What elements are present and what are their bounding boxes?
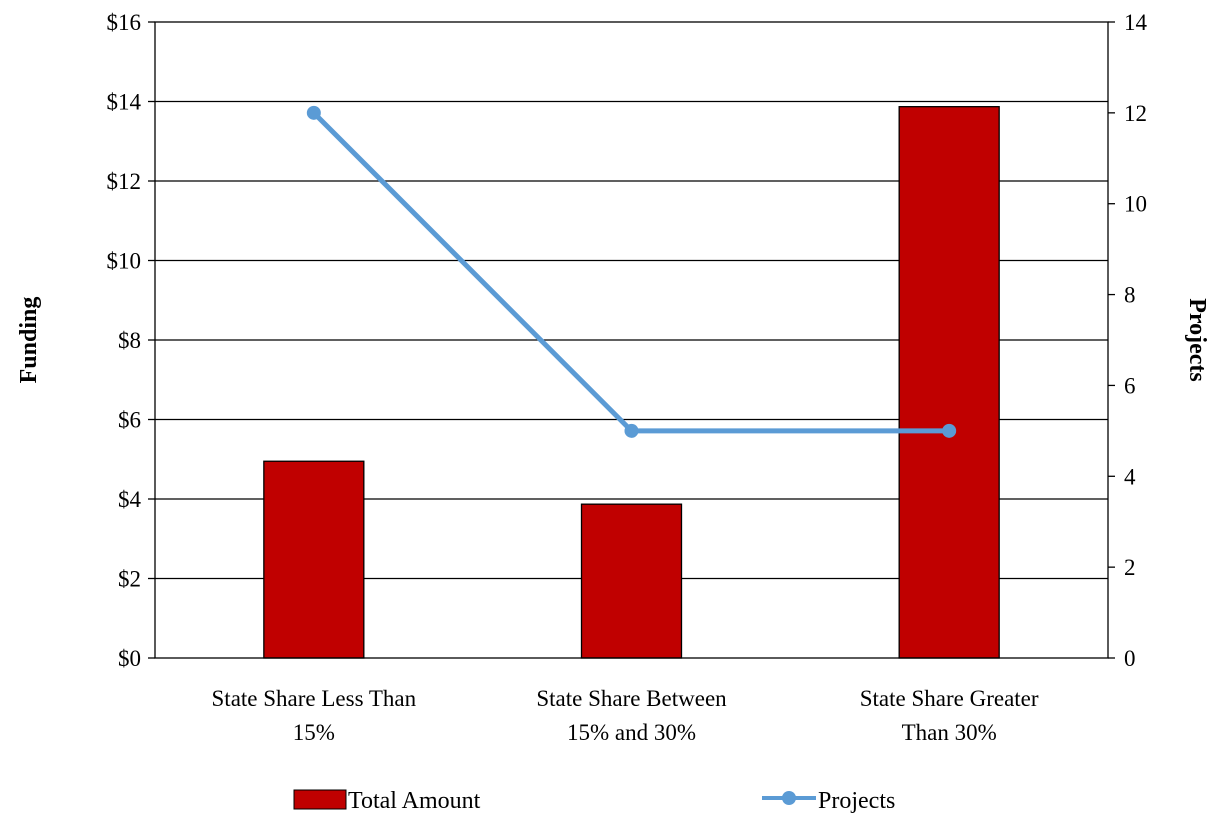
legend-label-total-amount: Total Amount [348, 788, 481, 814]
legend-swatch-projects-marker [782, 791, 796, 805]
projects-line [312, 111, 950, 434]
projects-point [306, 105, 321, 120]
left-tick-label: $16 [107, 10, 142, 35]
legend-item-total-amount: Total Amount [293, 788, 481, 814]
projects-point [624, 423, 639, 438]
left-axis-ticks: $0 $2 $4 $6 $8 $10 $12 $14 $16 [107, 10, 155, 671]
projects-point [942, 423, 957, 438]
x-axis-labels: State Share Less Than 15% State Share Betw… [212, 686, 1039, 745]
legend-item-projects: Projects [762, 788, 895, 814]
left-tick-label: $4 [118, 487, 142, 512]
left-tick-label: $12 [107, 169, 142, 194]
left-tick-label: $6 [118, 408, 141, 433]
right-tick-label: 2 [1124, 555, 1136, 580]
x-category-label: State Share Between 15% and 30% [536, 686, 727, 745]
right-tick-label: 12 [1124, 101, 1147, 126]
left-tick-label: $10 [107, 249, 142, 274]
legend: Total Amount Projects [293, 788, 895, 814]
bar-series-total-amount [263, 106, 1000, 659]
x-category-label: State Share Less Than 15% [212, 686, 417, 745]
line-series-projects [306, 105, 957, 438]
left-tick-label: $8 [118, 328, 141, 353]
right-tick-label: 6 [1124, 373, 1136, 398]
left-tick-label: $14 [107, 90, 142, 115]
right-axis-title: Projects [1184, 298, 1210, 382]
right-tick-label: 14 [1124, 10, 1148, 35]
x-category-label: State Share Greater Than 30% [860, 686, 1039, 745]
legend-label-projects: Projects [818, 788, 895, 814]
left-axis-title: Funding [16, 297, 42, 384]
bar-total-amount [580, 503, 683, 659]
right-tick-label: 0 [1124, 646, 1136, 671]
right-tick-label: 8 [1124, 283, 1136, 308]
bar-total-amount [898, 106, 1000, 659]
left-tick-label: $0 [118, 646, 141, 671]
left-tick-label: $2 [118, 567, 141, 592]
right-tick-label: 10 [1124, 192, 1147, 217]
bar-total-amount [263, 460, 365, 659]
legend-swatch-total-amount [293, 789, 347, 810]
right-tick-label: 4 [1124, 464, 1136, 489]
right-axis-ticks: 0 2 4 6 8 10 12 14 [1108, 10, 1148, 671]
